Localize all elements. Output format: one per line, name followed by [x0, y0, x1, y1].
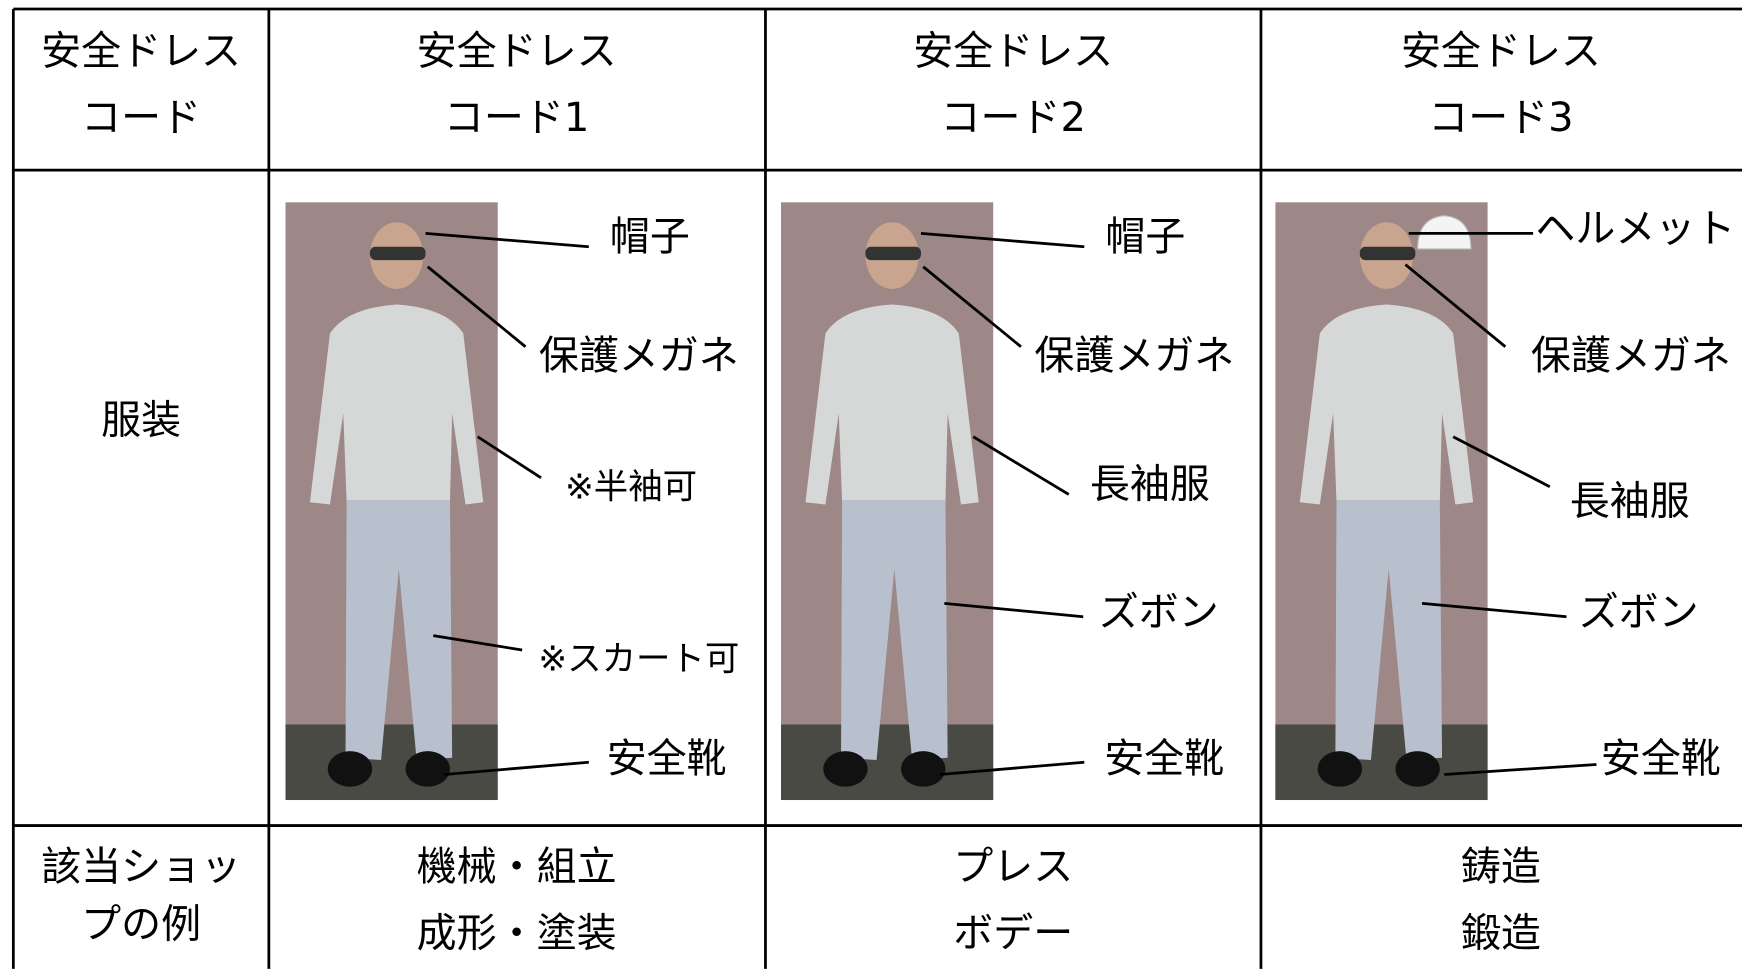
- header-cell: 安全ドレス: [41, 28, 241, 74]
- callout-label: 帽子: [610, 214, 690, 260]
- shop-example: 鍛造: [1461, 911, 1541, 957]
- callout-line: [1421, 601, 1567, 619]
- callout-label: 安全靴: [1104, 736, 1224, 782]
- photo: [781, 202, 994, 801]
- callout-line: [944, 601, 1084, 619]
- callout-line: [426, 265, 527, 348]
- callout-label: ※半袖可: [565, 467, 697, 507]
- callout-line: [1404, 263, 1507, 348]
- shop-example: ボデー: [953, 911, 1073, 957]
- callout-label: 安全靴: [607, 736, 727, 782]
- header-cell: コード: [81, 95, 201, 141]
- callout-line: [972, 435, 1070, 496]
- header-cell: 安全ドレス: [1401, 28, 1601, 74]
- callout-line: [1444, 763, 1597, 776]
- header-cell: 安全ドレス: [913, 28, 1113, 74]
- callout-line: [433, 634, 523, 652]
- header-cell: コード1: [444, 95, 589, 141]
- shop-example: 機械・組立: [417, 844, 617, 890]
- shop-example: プレス: [953, 844, 1073, 890]
- callout-line: [922, 265, 1022, 348]
- callout-label: 長袖服: [1090, 462, 1210, 508]
- row-label: 該当ショッ: [41, 844, 241, 890]
- callout-label: ズボン: [1099, 589, 1219, 635]
- callout-line: [939, 760, 1085, 776]
- shop-example: 鋳造: [1461, 844, 1541, 890]
- row-label: プの例: [81, 902, 201, 948]
- callout-label: ※スカート可: [538, 640, 739, 680]
- shop-example: 成形・塗装: [417, 911, 617, 957]
- callout-line: [1452, 435, 1551, 488]
- callout-label: ズボン: [1579, 589, 1699, 635]
- photo: [1275, 202, 1488, 801]
- header-cell: コード3: [1428, 95, 1573, 141]
- callout-line: [476, 435, 542, 479]
- callout-label: 保護メガネ: [539, 333, 739, 379]
- header-cell: コード2: [941, 95, 1086, 141]
- callout-line: [444, 760, 589, 776]
- row-label: 服装: [101, 397, 181, 443]
- callout-line: [920, 232, 1085, 249]
- photo: [285, 202, 498, 801]
- callout-line: [425, 232, 589, 249]
- callout-label: 保護メガネ: [1034, 333, 1234, 379]
- table-grid: [11, 7, 1742, 969]
- callout-label: 帽子: [1105, 214, 1185, 260]
- callout-label: ヘルメット: [1535, 206, 1735, 252]
- callout-label: 安全靴: [1601, 736, 1721, 782]
- callout-label: 保護メガネ: [1531, 333, 1731, 379]
- callout-label: 長袖服: [1570, 478, 1690, 524]
- header-cell: 安全ドレス: [417, 28, 617, 74]
